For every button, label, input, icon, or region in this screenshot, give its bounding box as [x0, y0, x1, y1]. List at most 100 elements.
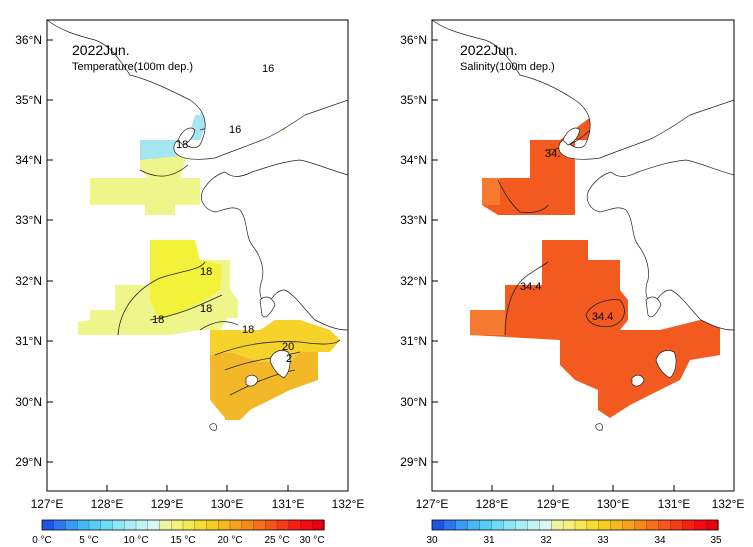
colorbar-swatch	[112, 519, 125, 531]
colorbar-label: 32	[540, 535, 552, 546]
contour-label: 18	[200, 266, 212, 278]
lat-label: 30°N	[15, 395, 42, 409]
colorbar-swatch	[539, 519, 552, 531]
colorbar-swatch	[479, 519, 493, 531]
colorbar-label: 0 °C	[32, 535, 52, 546]
lat-label: 35°N	[400, 93, 427, 107]
lon-label: 130°E	[597, 497, 630, 511]
temperature-colorbar: 0 °C 5 °C 10 °C 15 °C 20 °C 25 °C 30 °C	[32, 519, 325, 546]
colorbar-swatch	[634, 519, 648, 531]
lat-label: 31°N	[400, 334, 427, 348]
colorbar-swatch	[171, 519, 184, 531]
contour-label: 34.4	[520, 281, 541, 293]
panel-title: 2022Jun.	[460, 42, 518, 58]
contour-label: 20	[282, 341, 294, 353]
contour-label: 18	[242, 324, 254, 336]
colorbar-swatch	[53, 519, 67, 531]
colorbar-swatch	[241, 519, 255, 531]
colorbar-label: 10 °C	[123, 535, 148, 546]
colorbar-swatch	[515, 519, 528, 531]
salinity-ticks	[431, 39, 735, 491]
contour-label: 18	[200, 303, 212, 315]
colorbar-swatch	[586, 519, 600, 531]
colorbar-swatch	[610, 519, 624, 531]
lat-label: 36°N	[400, 33, 427, 47]
salinity-panel: 34. 34.4 34.4 2022Jun. Salinity(100m dep…	[400, 19, 744, 546]
colorbar-swatch	[443, 519, 457, 531]
colorbar-swatch	[598, 519, 612, 531]
temperature-frame	[46, 19, 349, 492]
colorbar-label: 25 °C	[264, 535, 289, 546]
colorbar-swatch	[455, 519, 469, 531]
colorbar-label: 30 °C	[299, 535, 324, 546]
contour-label: 34.	[545, 148, 560, 160]
colorbar-swatch	[670, 519, 683, 531]
panel-title: 2022Jun.	[72, 42, 130, 58]
colorbar-label: 35	[710, 535, 722, 546]
colorbar-swatch	[551, 519, 564, 531]
lat-label: 29°N	[400, 455, 427, 469]
colorbar-label: 30	[426, 535, 438, 546]
temperature-coastlines	[45, 19, 349, 431]
colorbar-swatch	[88, 519, 102, 531]
lat-label: 33°N	[400, 213, 427, 227]
colorbar-swatch	[77, 519, 90, 531]
colorbar-swatch	[218, 519, 231, 531]
lat-label: 34°N	[400, 153, 427, 167]
contour-label: 34.4	[592, 311, 613, 323]
temperature-panel: 16 16 18 18 18 18 20 2 18 2022Jun. Tempe…	[15, 19, 364, 546]
lon-label: 131°E	[272, 497, 305, 511]
colorbar-swatch	[276, 519, 290, 531]
lon-label: 130°E	[211, 497, 244, 511]
lat-label: 36°N	[15, 33, 42, 47]
colorbar-swatch	[312, 519, 325, 531]
colorbar-swatch	[527, 519, 540, 531]
contour-label: 2	[286, 353, 292, 365]
colorbar-swatch	[658, 519, 671, 531]
contour-label: 18	[152, 314, 164, 326]
colorbar-label: 15 °C	[170, 535, 195, 546]
salinity-contour-labels: 34. 34.4 34.4	[520, 148, 613, 323]
temperature-ticks	[46, 39, 349, 491]
colorbar-label: 34	[654, 535, 666, 546]
colorbar-swatch	[288, 519, 302, 531]
lat-label: 32°N	[15, 274, 42, 288]
lon-label: 128°E	[476, 497, 509, 511]
colorbar-swatch	[182, 519, 196, 531]
lon-label: 131°E	[658, 497, 691, 511]
colorbar-label: 31	[483, 535, 495, 546]
colorbar-swatch	[229, 519, 243, 531]
colorbar-swatch	[646, 519, 660, 531]
lon-label: 129°E	[537, 497, 570, 511]
salinity-colorbar: 30 31 32 33 34 35	[426, 519, 722, 546]
colorbar-swatches	[41, 519, 325, 531]
colorbar-swatch	[705, 519, 719, 531]
colorbar-swatch	[503, 519, 517, 531]
colorbar-swatch	[431, 519, 445, 531]
colorbar-swatch	[622, 519, 636, 531]
colorbar-label: 33	[597, 535, 609, 546]
colorbar-label: 20 °C	[217, 535, 242, 546]
colorbar-swatch	[491, 519, 505, 531]
colorbar-swatch	[41, 519, 55, 531]
colorbar-swatch	[265, 519, 278, 531]
contour-label: 18	[176, 139, 188, 151]
salinity-coastlines	[430, 19, 735, 431]
colorbar-swatch	[694, 519, 707, 531]
colorbar-swatch	[467, 519, 481, 531]
colorbar-swatch	[124, 519, 137, 531]
colorbar-swatch	[253, 519, 266, 531]
temperature-contour-labels: 16 16 18 18 18 18 20 2 18	[152, 63, 294, 365]
colorbar-frame	[41, 519, 325, 531]
colorbar-swatch	[65, 519, 78, 531]
colorbar-swatch	[194, 519, 208, 531]
colorbar-swatch	[206, 519, 219, 531]
lat-label: 32°N	[400, 274, 427, 288]
colorbar-swatch	[147, 519, 161, 531]
lat-label: 31°N	[15, 334, 42, 348]
salinity-frame	[431, 19, 735, 492]
lat-label: 34°N	[15, 153, 42, 167]
lon-label: 129°E	[151, 497, 184, 511]
lat-label: 29°N	[15, 455, 42, 469]
